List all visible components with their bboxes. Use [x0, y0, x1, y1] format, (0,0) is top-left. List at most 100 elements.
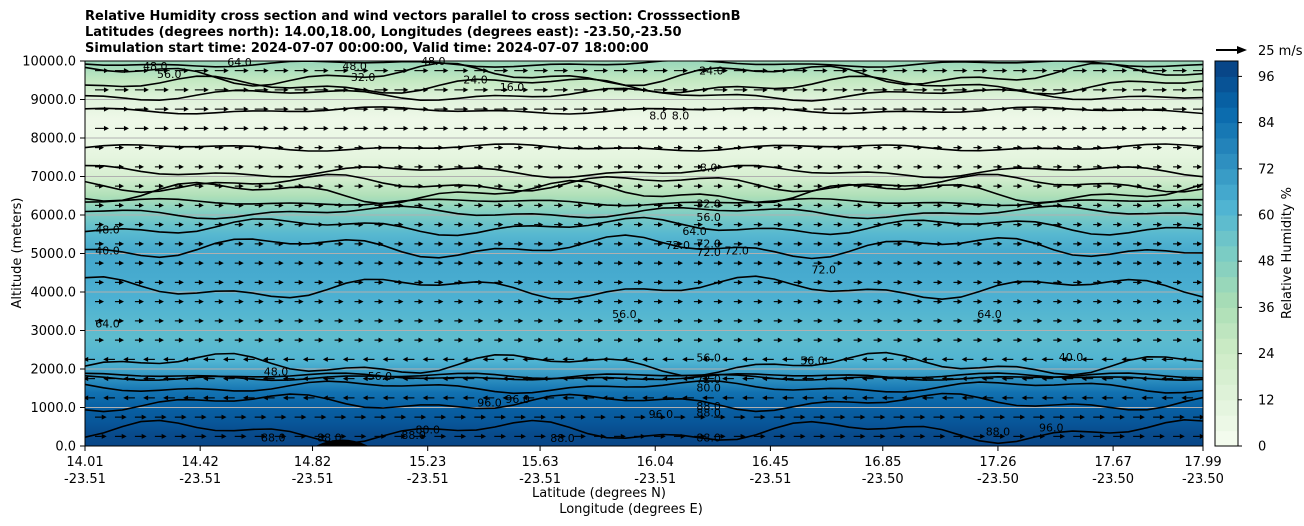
wind-vector-head	[121, 414, 127, 420]
colorbar: 0 12 24 36 48 60 72 84 96	[1214, 60, 1275, 455]
wind-vector-head	[623, 87, 629, 93]
wind-vector-head	[518, 202, 524, 208]
wind-vector-head	[1057, 183, 1063, 189]
wind-vector-head	[598, 145, 604, 151]
wind-vector-head	[757, 299, 763, 305]
wind-vector-head	[1121, 356, 1127, 362]
wind-vector-head	[817, 318, 823, 324]
wind-vector-head	[762, 395, 768, 401]
wind-vector-head	[1142, 106, 1148, 112]
wind-vector-head	[980, 414, 986, 420]
wind-vector-head	[383, 68, 389, 74]
wind-vector-head	[957, 202, 963, 208]
colorbar-tick-label: 48	[1258, 255, 1275, 270]
wind-vector-head	[937, 183, 943, 189]
wind-vector-head	[837, 202, 843, 208]
wind-vector-head	[837, 318, 843, 324]
wind-vector-head	[702, 376, 708, 382]
wind-vector-head	[141, 414, 147, 420]
wind-vector-head	[363, 68, 369, 74]
wind-vector-head	[702, 125, 708, 131]
wind-vector-head	[603, 87, 609, 93]
wind-vector-head	[183, 376, 189, 382]
wind-vector-head	[780, 414, 786, 420]
contour-label: 56.0	[696, 211, 721, 224]
wind-vector-head	[338, 260, 344, 266]
wind-vector-head	[881, 356, 887, 362]
wind-key: 25 m/s	[1216, 44, 1303, 59]
wind-vector-head	[298, 260, 304, 266]
x-tick-label-lat: 15.63	[521, 455, 558, 470]
wind-vector-head	[882, 68, 888, 74]
wind-vector-head	[598, 222, 604, 228]
wind-vector-head	[837, 337, 843, 343]
wind-vector-head	[123, 356, 129, 362]
wind-vector-head	[782, 87, 788, 93]
wind-vector-head	[1017, 318, 1023, 324]
chart-title-line-3: Simulation start time: 2024-07-07 00:00:…	[85, 41, 649, 56]
wind-vector-head	[757, 279, 763, 285]
wind-vector-head	[198, 202, 204, 208]
wind-vector-head	[1179, 433, 1185, 439]
wind-vector-head	[917, 318, 923, 324]
wind-vector-head	[1077, 299, 1083, 305]
wind-vector-head	[378, 337, 384, 343]
wind-vector-head	[338, 164, 344, 170]
wind-vector-head	[862, 125, 868, 131]
wind-vector-head	[518, 222, 524, 228]
contour-label: 48.0	[143, 60, 168, 73]
x-tick-label-lat: 14.01	[66, 455, 103, 470]
wind-vector-head	[258, 279, 264, 285]
wind-vector-head	[378, 318, 384, 324]
wind-vector-head	[402, 395, 408, 401]
wind-vector-head	[777, 241, 783, 247]
wind-vector-head	[543, 68, 549, 74]
wind-vector-head	[438, 299, 444, 305]
wind-vector-head	[362, 395, 368, 401]
wind-vector-head	[1197, 260, 1203, 266]
wind-vector-head	[578, 260, 584, 266]
wind-vector-head	[1017, 337, 1023, 343]
wind-vector-head	[937, 222, 943, 228]
wind-vector-head	[458, 222, 464, 228]
wind-vector-head	[478, 145, 484, 151]
wind-vector-head	[498, 318, 504, 324]
wind-vector-head	[977, 202, 983, 208]
wind-vector-head	[441, 414, 447, 420]
wind-key-arrow-head	[1237, 46, 1247, 54]
wind-vector-head	[677, 183, 683, 189]
wind-vector-head	[363, 106, 369, 112]
wind-vector-head	[1137, 202, 1143, 208]
wind-vector-head	[1037, 299, 1043, 305]
wind-vector-head	[238, 279, 244, 285]
wind-vector-head	[677, 241, 683, 247]
wind-vector-head	[99, 337, 105, 343]
wind-vector-head	[342, 395, 348, 401]
wind-vector-head	[1162, 87, 1168, 93]
wind-vector-head	[1197, 222, 1203, 228]
wind-vector-head	[857, 299, 863, 305]
contour-label: 88.0	[696, 400, 721, 413]
wind-vector-head	[99, 279, 105, 285]
wind-vector-head	[982, 87, 988, 93]
wind-vector-head	[378, 202, 384, 208]
x-tick-label-lat: 16.04	[637, 455, 674, 470]
wind-vector-head	[278, 299, 284, 305]
wind-vector-head	[700, 414, 706, 420]
colorbar-label: Relative Humidity %	[1280, 187, 1295, 319]
wind-vector-head	[762, 68, 768, 74]
wind-vector-head	[821, 376, 827, 382]
wind-vector-head	[1181, 395, 1187, 401]
wind-vector-head	[762, 87, 768, 93]
colorbar-band	[1215, 415, 1238, 432]
x-tick-label-lon: -23.51	[519, 472, 561, 487]
wind-vector-head	[1137, 164, 1143, 170]
wind-vector-head	[860, 433, 866, 439]
wind-vector-head	[423, 68, 429, 74]
wind-vector-head	[382, 376, 388, 382]
wind-vector-head	[957, 260, 963, 266]
wind-vector-head	[143, 376, 149, 382]
wind-vector-head	[558, 299, 564, 305]
wind-vector-head	[797, 202, 803, 208]
wind-vector-head	[1182, 106, 1188, 112]
